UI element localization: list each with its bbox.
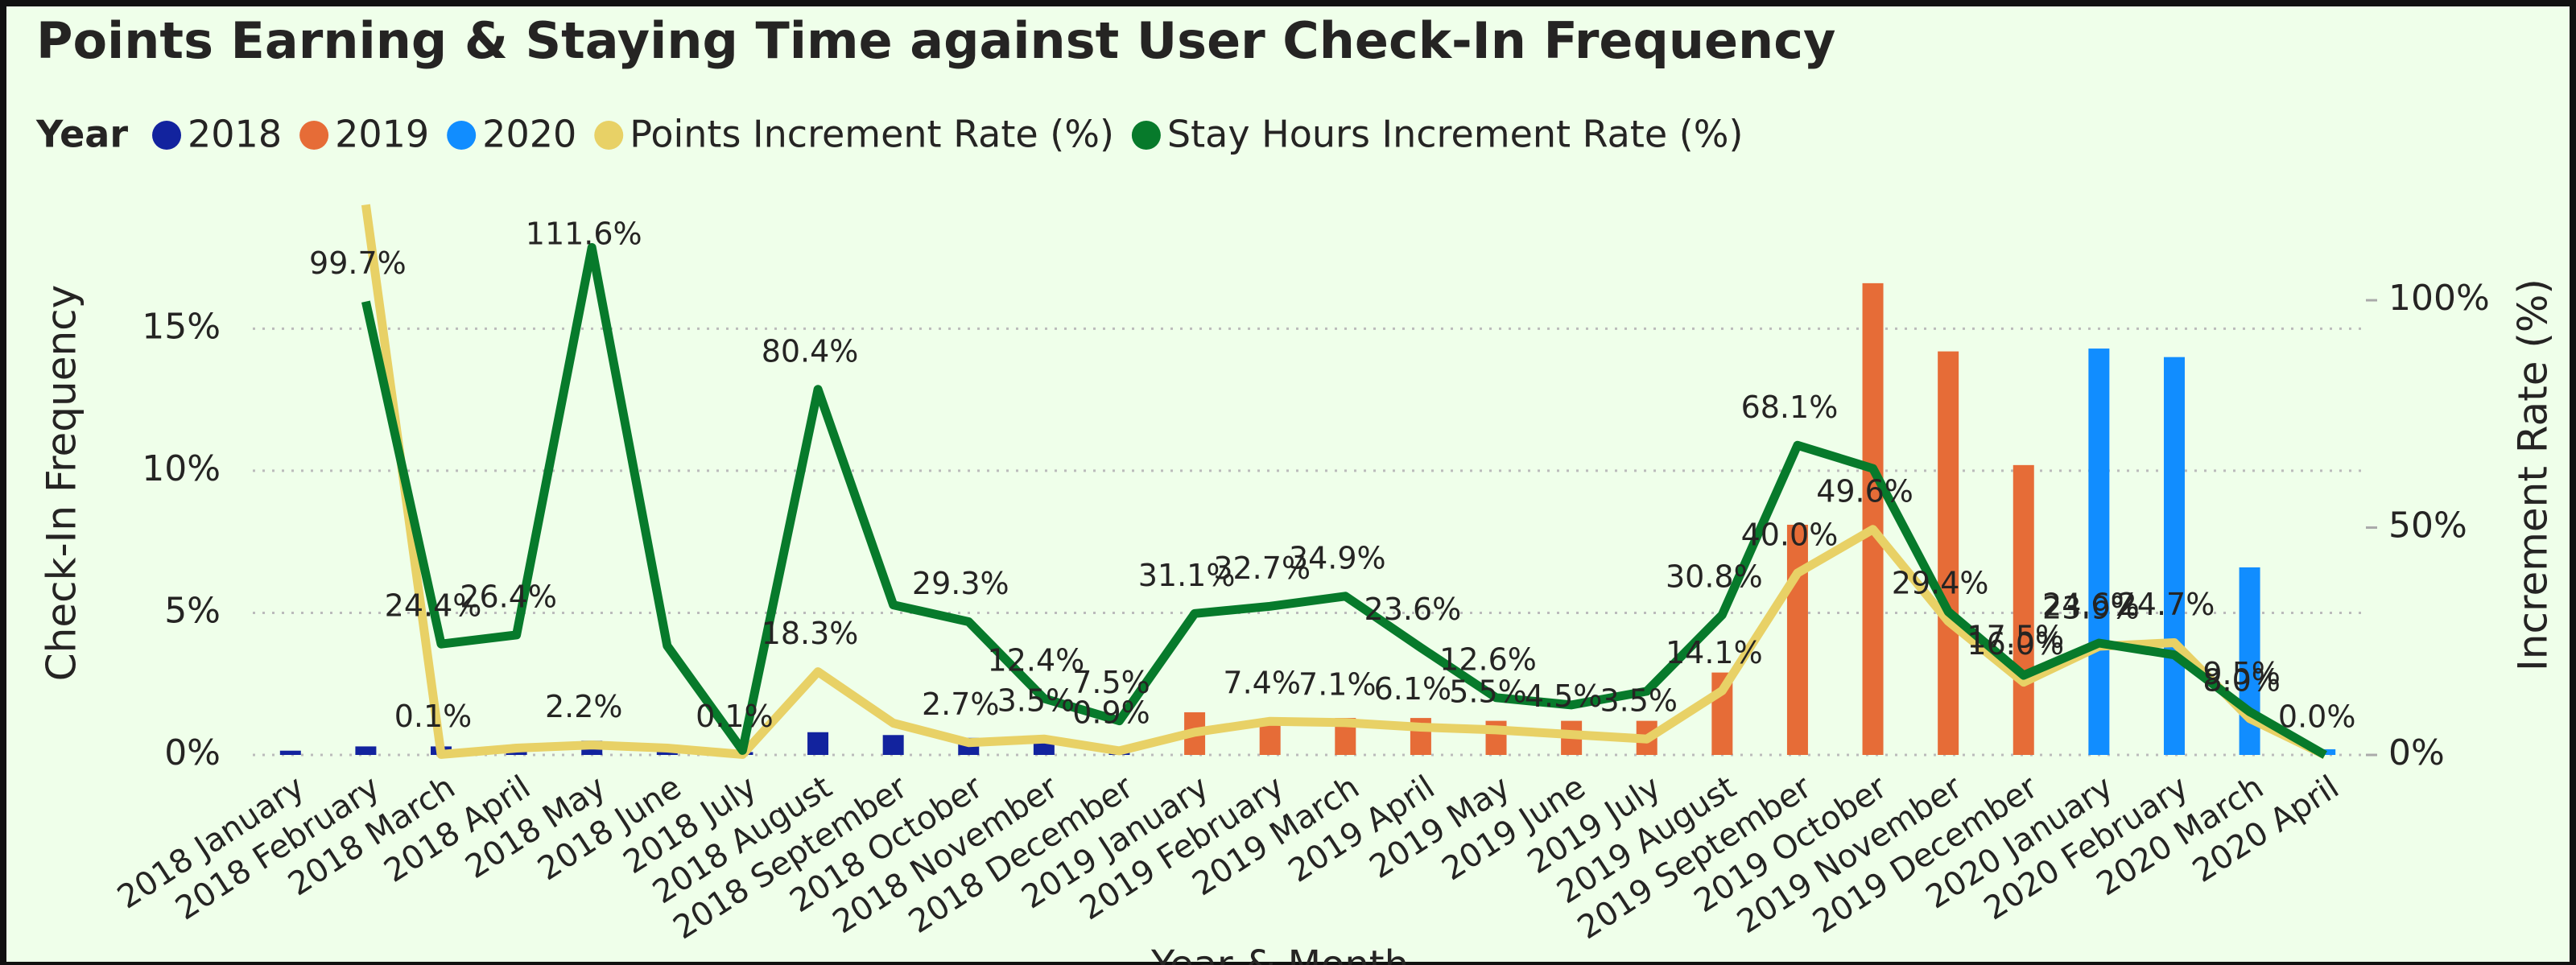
legend-marker [1131,121,1161,150]
data-label: 49.6% [1816,473,1913,509]
data-label: 5.5% [1449,674,1527,709]
data-label: 3.5% [997,683,1075,719]
data-label: 0.1% [394,699,473,734]
data-label: 2.2% [545,689,623,724]
y-tick-label: 5% [164,590,221,631]
bar [279,750,301,755]
data-label: 111.6% [526,217,642,252]
data-label: 12.6% [1439,641,1537,677]
y-axis-title: Check-In Frequency [39,285,85,681]
data-label: 80.4% [762,333,859,369]
data-label: 8.0% [2202,662,2281,698]
data-label: 23.6% [1364,592,1462,627]
data-label: 3.5% [1600,683,1678,719]
data-label: 12.4% [988,642,1085,678]
data-label: 31.1% [1138,558,1236,593]
line [361,204,2327,759]
legend-title: Year [35,113,128,156]
bar [882,735,904,755]
data-label: 29.4% [1892,565,1989,600]
y-tick-label: 15% [142,306,221,347]
data-label: 68.1% [1741,390,1839,425]
data-label: 9.5% [2202,656,2281,691]
y-tick-label: 10% [142,448,221,489]
legend-marker [594,121,624,150]
data-label: 32.7% [1213,551,1311,586]
data-label: 99.7% [309,245,407,281]
legend-label: Stay Hours Increment Rate (%) [1167,113,1744,156]
data-label: 30.8% [1666,559,1763,594]
legend-marker [152,121,182,150]
legend-label: 2020 [482,113,576,156]
data-label: 17.5% [1967,620,2064,655]
data-label: 40.0% [1741,518,1839,553]
data-label: 2.7% [922,687,1000,722]
y2-axis-title: Increment Rate (%) [2510,278,2557,671]
chart-title: Points Earning & Staying Time against Us… [36,11,1835,70]
data-label: 24.6% [2042,588,2140,623]
line [361,243,2327,759]
data-label: 14.1% [1666,635,1763,670]
legend-marker [299,121,329,150]
data-label: 16.0% [1967,626,2064,662]
y-tick-label: 0% [164,732,221,773]
data-label: 24.7% [2118,587,2215,622]
data-label: 23.9% [2042,590,2140,625]
legend-label: 2019 [335,113,429,156]
legend-label: 2018 [188,113,282,156]
bar [1862,282,1884,755]
bar [1786,524,1808,755]
x-axis-title: Year & Month [1150,942,1409,965]
bar [2088,348,2110,755]
bar [2163,357,2185,755]
y2-tick-label: 100% [2388,278,2490,319]
data-label: 0.0% [2278,699,2356,735]
legend-marker [447,121,477,150]
data-label: 18.3% [762,616,859,651]
data-label: 0.1% [696,699,774,734]
bar [1938,351,1959,755]
y2-tick-label: 0% [2388,732,2445,773]
bar [355,746,377,755]
bar [807,732,829,755]
data-label: 7.4% [1223,666,1301,701]
data-label: 34.9% [1289,540,1386,575]
data-label: 7.5% [1072,665,1150,700]
legend: Year 2018 2019 2020 Points Increment Rate (… [35,113,1743,156]
data-label: 26.4% [460,579,557,614]
data-label: 29.3% [912,566,1009,601]
bar [2013,464,2034,755]
y2-tick-label: 50% [2388,505,2467,546]
legend-label: Points Increment Rate (%) [630,113,1114,156]
data-label: 0.9% [1072,695,1150,730]
data-label: 4.5% [1525,678,1603,714]
data-label: 6.1% [1374,671,1452,707]
data-label: 7.1% [1298,666,1377,702]
data-label: 24.4% [385,588,482,624]
